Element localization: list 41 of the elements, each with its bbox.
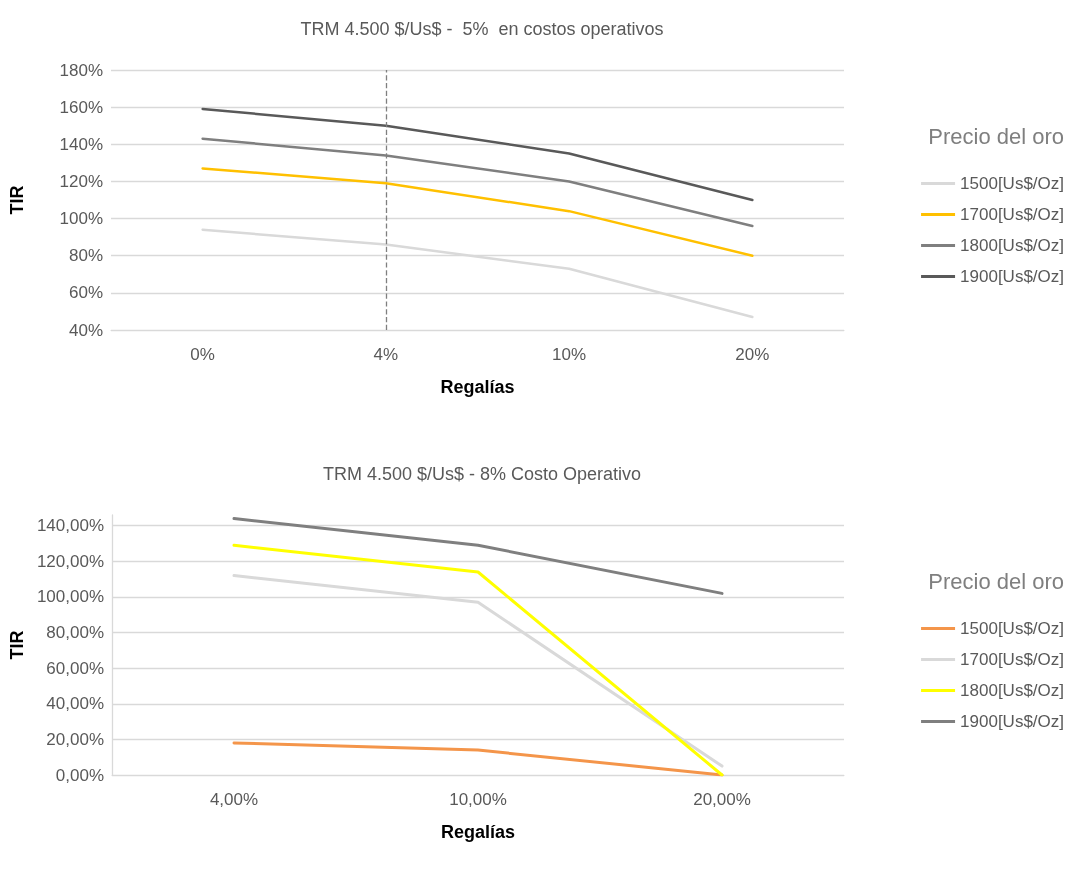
- legend-label: 1700[Us$/Oz]: [960, 205, 1065, 224]
- x-tick-label: 10,00%: [449, 790, 507, 809]
- x-tick-label: 20%: [735, 345, 770, 364]
- y-tick-label: 100%: [59, 209, 103, 229]
- y-tick-label: 60,00%: [46, 658, 105, 678]
- x-tick-label: 10%: [552, 345, 587, 364]
- y-tick-label: 40%: [68, 320, 103, 340]
- legend-label: 1800[Us$/Oz]: [960, 236, 1065, 255]
- y-tick-label: 120,00%: [36, 551, 105, 571]
- x-tick-label: 4%: [373, 345, 399, 364]
- line-series: [201, 107, 754, 202]
- legend-label: 1500[Us$/Oz]: [960, 619, 1065, 638]
- x-tick-label: 0%: [190, 345, 215, 364]
- chart-title: TRM 4.500 $/Us$ - 5% en costos operativos: [300, 19, 664, 39]
- y-tick-label: 180%: [59, 60, 103, 80]
- line-series: [201, 167, 754, 257]
- y-tick-label: 160%: [59, 97, 103, 117]
- x-tick-label: 4,00%: [209, 790, 259, 809]
- y-tick-label: 80%: [68, 246, 103, 266]
- y-tick-label: 20,00%: [46, 729, 105, 749]
- y-tick-label: 40,00%: [46, 694, 105, 714]
- y-tick-label: 140%: [59, 134, 103, 154]
- chart-title: TRM 4.500 $/Us$ - 8% Costo Operativo: [322, 464, 642, 484]
- legend-label: 1900[Us$/Oz]: [960, 267, 1065, 286]
- y-axis-title: TIR: [7, 185, 27, 215]
- x-axis-title: Regalías: [440, 377, 515, 397]
- legend-label: 1800[Us$/Oz]: [960, 681, 1065, 700]
- y-tick-label: 140,00%: [36, 516, 105, 536]
- legend-label: 1500[Us$/Oz]: [960, 174, 1065, 193]
- y-tick-label: 60%: [68, 283, 103, 303]
- x-tick-label: 20,00%: [693, 790, 751, 809]
- legend-label: 1700[Us$/Oz]: [960, 650, 1065, 669]
- y-tick-label: 100,00%: [36, 587, 105, 607]
- y-axis-title: TIR: [7, 630, 27, 660]
- x-axis-title: Regalías: [440, 822, 516, 842]
- legend-title: Precio del oro: [928, 568, 1065, 594]
- legend-label: 1900[Us$/Oz]: [960, 712, 1065, 731]
- y-tick-label: 0,00%: [55, 765, 105, 785]
- legend-title: Precio del oro: [928, 123, 1065, 149]
- y-tick-label: 120%: [59, 171, 103, 191]
- y-tick-label: 80,00%: [46, 623, 105, 643]
